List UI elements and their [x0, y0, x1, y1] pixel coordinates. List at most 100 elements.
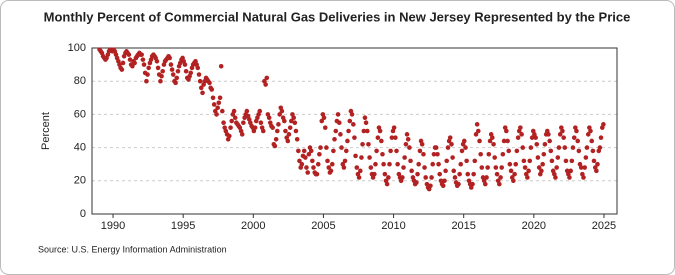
data-point [317, 151, 322, 157]
data-point [595, 161, 600, 167]
data-point [215, 105, 220, 111]
data-point [336, 120, 342, 125]
data-point [506, 148, 512, 154]
data-point [436, 161, 441, 167]
data-point [263, 82, 268, 87]
data-point [497, 181, 502, 187]
plot-area [91, 47, 618, 215]
data-point [272, 143, 278, 149]
data-point [549, 158, 555, 164]
data-point [170, 72, 176, 77]
data-point [409, 168, 414, 174]
data-point [479, 165, 485, 170]
data-point [430, 161, 435, 167]
data-point [200, 90, 205, 96]
data-point [304, 165, 309, 170]
data-point [437, 171, 443, 177]
data-point [554, 165, 559, 170]
data-point [372, 171, 377, 177]
data-point [431, 151, 437, 157]
data-point [465, 171, 471, 177]
data-point [231, 108, 237, 114]
data-point [291, 115, 296, 121]
data-point [321, 115, 327, 121]
data-point [486, 151, 492, 157]
data-point [542, 141, 548, 147]
data-point [569, 158, 575, 164]
y-tick-label: 60 [74, 108, 86, 120]
data-point [534, 141, 540, 147]
data-point [239, 132, 245, 137]
data-point [508, 168, 514, 174]
data-point [395, 161, 400, 167]
data-point [241, 120, 246, 125]
data-point [126, 52, 132, 57]
data-point [287, 125, 293, 130]
data-point [221, 120, 226, 125]
data-point [449, 141, 454, 147]
data-point [274, 128, 280, 134]
x-tick-label: 2000 [241, 220, 265, 232]
data-point [349, 112, 355, 117]
data-point [160, 68, 165, 74]
data-point [257, 108, 263, 114]
data-point [429, 175, 434, 180]
data-point [283, 128, 288, 134]
data-point [362, 115, 368, 121]
data-point [338, 132, 343, 137]
data-point [175, 68, 181, 74]
data-point [546, 132, 551, 137]
data-point [196, 72, 202, 77]
data-point [342, 158, 348, 164]
y-tick-label: 0 [80, 208, 86, 220]
data-point [405, 137, 411, 142]
data-point [183, 68, 189, 74]
x-tick-label: 2025 [592, 220, 616, 232]
data-point [198, 85, 204, 91]
data-point [329, 161, 335, 167]
data-point [533, 135, 538, 140]
data-point [555, 155, 561, 160]
data-point [207, 80, 212, 86]
data-point [228, 125, 233, 130]
data-point [415, 171, 420, 177]
data-point [375, 135, 381, 140]
data-point [407, 145, 412, 150]
data-point [367, 155, 372, 160]
x-tick-label: 2005 [311, 220, 335, 232]
data-point [244, 108, 250, 114]
data-point [511, 178, 516, 184]
data-point [305, 170, 311, 175]
data-point [315, 161, 321, 167]
data-point [388, 148, 393, 154]
data-point [227, 133, 232, 139]
data-point [214, 112, 219, 117]
data-point [387, 161, 392, 167]
data-point [521, 158, 527, 164]
data-point [173, 80, 178, 86]
data-point [404, 132, 410, 137]
data-point [130, 63, 135, 69]
data-point [341, 165, 347, 170]
data-point [408, 158, 413, 164]
data-point [276, 122, 281, 127]
x-tick-label: 2015 [451, 220, 475, 232]
data-point [459, 148, 465, 154]
data-point [127, 57, 133, 62]
data-point [597, 145, 603, 150]
data-point [456, 181, 461, 187]
data-point [347, 118, 353, 124]
data-point [518, 125, 523, 130]
data-point [345, 138, 350, 144]
data-point [515, 135, 521, 140]
data-point [277, 112, 282, 117]
y-tick-label: 80 [74, 75, 86, 87]
data-point [403, 141, 409, 147]
data-point [561, 135, 567, 140]
data-point [490, 135, 495, 140]
data-point [472, 158, 478, 164]
data-point [445, 145, 451, 150]
data-point [346, 128, 351, 134]
data-point [322, 125, 328, 130]
data-point [463, 145, 468, 150]
